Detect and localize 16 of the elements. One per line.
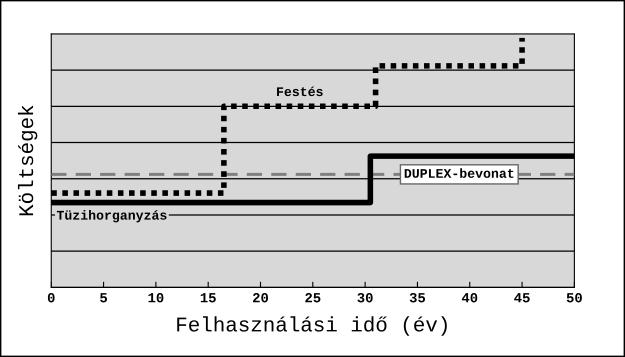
x-tick-label: 10 [148,293,164,302]
x-tick-label: 50 [566,293,582,302]
series-label: Tüzihorganyzás [56,210,167,222]
y-axis-title: Költségek [18,105,38,216]
x-tick-label: 40 [462,293,478,302]
x-tick-label: 35 [410,293,426,302]
series-label: Festés [277,86,323,96]
x-tick-label: 25 [305,293,320,302]
x-axis-title: Felhasználási idő (év) [177,316,447,336]
series-label: DUPLEX-bevonat [404,168,514,178]
x-tick-label: 15 [200,293,216,302]
x-tick-label: 30 [357,293,373,302]
x-tick-label: 45 [514,293,530,302]
x-tick-label: 0 [48,293,55,302]
x-tick-label: 20 [253,293,268,302]
x-tick-label: 5 [100,293,108,302]
